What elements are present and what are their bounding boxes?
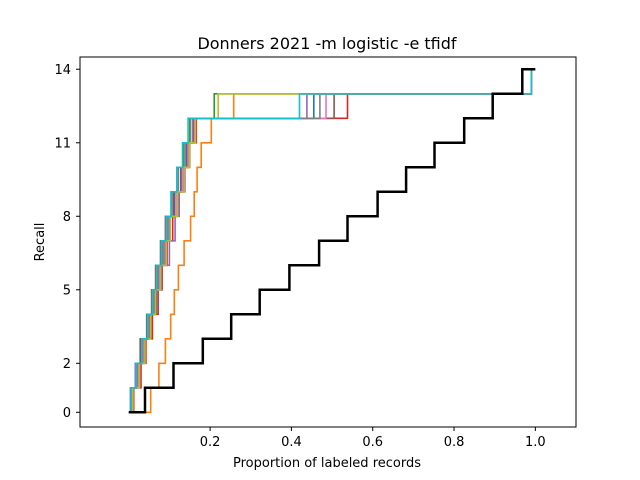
y-tick-label: 5 [63, 283, 71, 298]
chart-title: Donners 2021 -m logistic -e tfidf [197, 34, 456, 53]
series-line-10 [128, 68, 536, 414]
x-tick-label: 0.8 [444, 435, 465, 450]
axes-frame [79, 56, 577, 428]
y-tick-label: 11 [54, 136, 71, 151]
y-axis-label: Recall [33, 223, 48, 262]
axis-ticks: 0.2 0.4 0.6 0.8 1.0 0 2 5 8 11 14 [54, 63, 545, 450]
baseline-random-line [128, 68, 536, 414]
x-tick-label: 0.6 [362, 435, 383, 450]
y-tick-label: 8 [63, 210, 71, 225]
y-tick-label: 14 [54, 63, 71, 78]
x-tick-label: 0.2 [200, 435, 221, 450]
x-tick-label: 1.0 [525, 435, 546, 450]
x-axis-label: Proportion of labeled records [233, 456, 421, 471]
y-tick-label: 2 [63, 357, 71, 372]
plot-area [128, 68, 536, 414]
x-tick-label: 0.4 [281, 435, 302, 450]
y-tick-label: 0 [63, 406, 71, 421]
